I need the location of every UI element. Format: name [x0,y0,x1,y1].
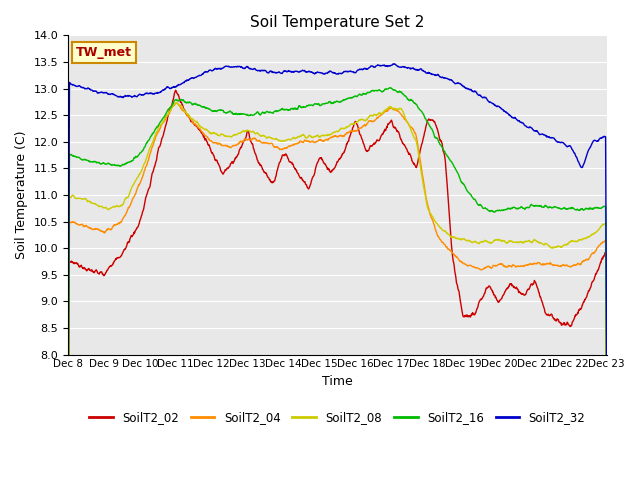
Text: TW_met: TW_met [76,46,132,59]
Legend: SoilT2_02, SoilT2_04, SoilT2_08, SoilT2_16, SoilT2_32: SoilT2_02, SoilT2_04, SoilT2_08, SoilT2_… [84,406,590,428]
Y-axis label: Soil Temperature (C): Soil Temperature (C) [15,131,28,259]
Title: Soil Temperature Set 2: Soil Temperature Set 2 [250,15,424,30]
X-axis label: Time: Time [322,375,353,388]
